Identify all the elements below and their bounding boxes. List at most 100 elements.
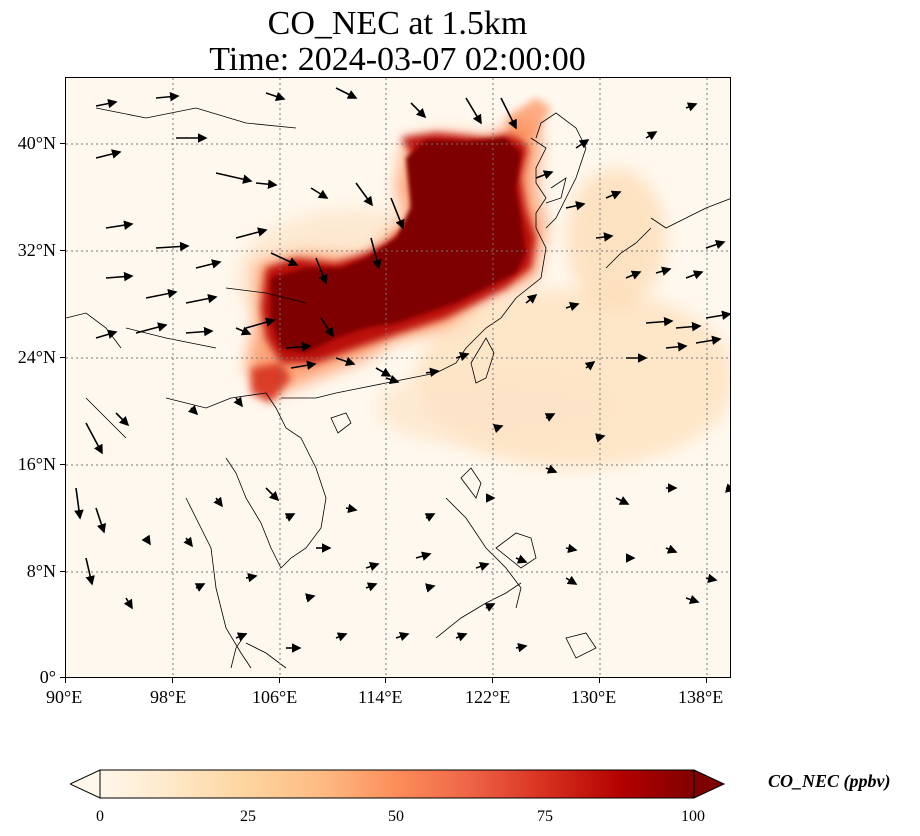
- wind-arrow: [410, 102, 427, 119]
- lon-tick-label: 106°E: [252, 687, 298, 707]
- map-title-line-2: Time: 2024-03-07 02:00:00: [209, 41, 586, 78]
- wind-arrow: [315, 257, 328, 285]
- lon-tick-label: 138°E: [678, 687, 724, 707]
- wind-arrow: [390, 197, 405, 230]
- lat-tick-label: 32°N: [17, 240, 56, 260]
- wind-arrow: [655, 266, 672, 276]
- wind-arrow: [565, 301, 580, 312]
- wind-arrow: [595, 232, 614, 242]
- colorbar-tick-label: 50: [388, 808, 404, 825]
- map-panel: [65, 77, 731, 678]
- lat-tick-label: 0°: [39, 667, 56, 687]
- wind-arrow: [425, 367, 440, 378]
- wind-arrow: [595, 433, 606, 443]
- wind-arrow: [115, 412, 130, 427]
- wind-arrow: [105, 220, 134, 230]
- wind-arrow: [183, 536, 193, 548]
- wind-arrow: [605, 190, 622, 200]
- wind-arrow: [645, 131, 658, 141]
- wind-arrow: [185, 293, 218, 304]
- wind-arrow: [425, 583, 436, 593]
- wind-arrow: [565, 575, 578, 585]
- lon-tick-label: 90°E: [46, 687, 83, 707]
- wind-arrow: [187, 404, 199, 416]
- wind-arrow: [235, 632, 248, 642]
- wind-arrow: [105, 271, 134, 282]
- wind-arrow: [195, 259, 222, 269]
- wind-arrow: [484, 603, 496, 612]
- wind-arrow: [265, 91, 286, 102]
- wind-arrow: [545, 464, 558, 474]
- wind-arrow: [705, 573, 718, 584]
- lat-tick-label: 16°N: [17, 454, 56, 474]
- wind-arrow: [235, 227, 268, 239]
- colorbar-tick-label: 0: [96, 808, 104, 825]
- wind-arrow: [310, 187, 329, 199]
- wind-arrow: [385, 374, 400, 385]
- wind-arrow: [535, 170, 554, 180]
- wind-arrow: [365, 582, 378, 592]
- wind-arrow: [455, 632, 468, 642]
- wind-arrow: [370, 237, 382, 270]
- wind-arrow: [290, 360, 317, 371]
- wind-arrow: [500, 97, 517, 130]
- lat-tick-label: 8°N: [26, 561, 56, 581]
- lon-tick-label: 122°E: [465, 687, 511, 707]
- lon-tick-label: 130°E: [571, 687, 617, 707]
- wind-arrow: [625, 270, 642, 280]
- wind-arrow: [665, 544, 678, 554]
- lat-tick-label: 24°N: [17, 347, 56, 367]
- wind-arrow: [615, 496, 630, 505]
- wind-arrow: [705, 239, 726, 250]
- wind-arrow: [284, 513, 296, 522]
- wind-arrow: [465, 97, 482, 125]
- colorbar-svg: [68, 769, 726, 799]
- wind-arrow: [565, 543, 578, 554]
- colorbar-extend-min: [68, 769, 101, 799]
- lon-tick-label: 114°E: [358, 687, 403, 707]
- wind-arrow: [645, 316, 674, 327]
- wind-arrow: [245, 572, 258, 583]
- wind-arrow: [95, 149, 122, 159]
- gridlines: [66, 78, 730, 677]
- colorbar: [68, 768, 726, 802]
- wind-arrow: [320, 317, 334, 338]
- colorbar-tick-label: 75: [537, 808, 553, 825]
- wind-arrow: [515, 554, 528, 564]
- wind-arrow: [685, 270, 704, 280]
- colorbar-tick-label: 25: [240, 808, 256, 825]
- wind-arrow: [725, 483, 730, 493]
- wind-arrow: [544, 413, 556, 422]
- colorbar-gradient: [99, 769, 695, 799]
- wind-arrow: [215, 172, 253, 184]
- wind-arrow: [145, 288, 178, 299]
- colorbar-tick-label: 100: [681, 808, 705, 825]
- wind-arrow: [194, 583, 206, 592]
- wind-arrow: [335, 87, 358, 99]
- wind-arrow: [415, 551, 432, 561]
- wind-arrow: [424, 513, 436, 522]
- wind-arrow: [345, 503, 358, 514]
- wind-vectors: [74, 87, 730, 653]
- wind-arrow: [685, 102, 698, 112]
- wind-arrow: [85, 422, 103, 455]
- wind-arrow: [255, 179, 278, 189]
- wind-arrow: [265, 487, 280, 502]
- map-canvas: [66, 78, 730, 677]
- wind-arrow: [95, 507, 107, 534]
- wind-arrow: [515, 642, 528, 653]
- wind-arrow: [335, 356, 356, 367]
- wind-arrow: [675, 321, 702, 332]
- wind-arrow: [141, 534, 151, 546]
- wind-arrow: [233, 396, 243, 408]
- colorbar-extend-max: [693, 769, 726, 799]
- wind-arrow: [270, 252, 299, 267]
- wind-arrow: [95, 329, 118, 339]
- wind-arrow: [375, 367, 392, 377]
- wind-arrow: [475, 561, 490, 572]
- wind-arrow: [285, 341, 312, 352]
- colorbar-label: CO_NEC (ppbv): [768, 771, 891, 791]
- coastlines: [66, 107, 730, 669]
- wind-arrow: [85, 557, 95, 586]
- wind-arrow: [665, 342, 688, 352]
